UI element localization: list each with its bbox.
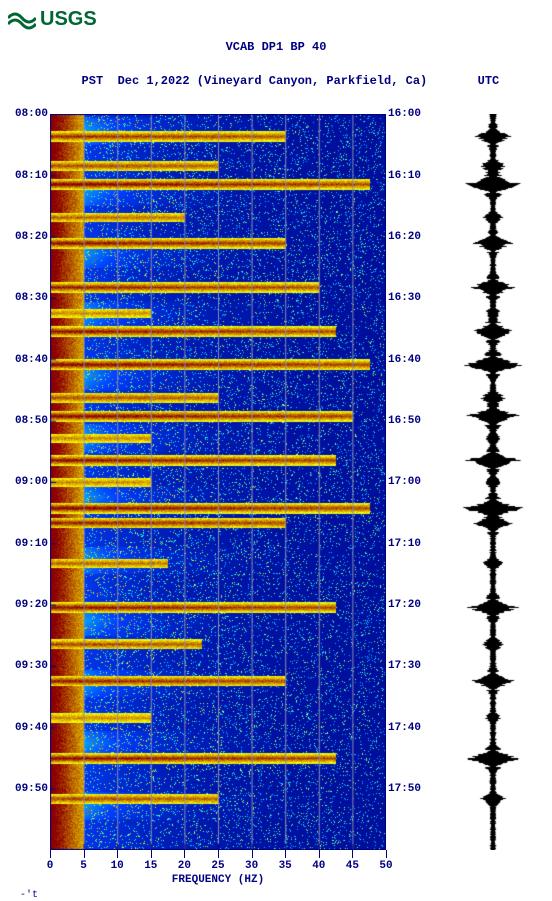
usgs-wave-icon [8,10,36,30]
utc-tick: 17:20 [388,599,421,611]
location-label: (Vineyard Canyon, Parkfield, Ca) [197,74,427,88]
spectrogram-canvas [50,114,386,850]
usgs-logo-text: USGS [40,8,97,31]
utc-tick: 17:50 [388,783,421,795]
freq-tick: 35 [279,860,292,872]
utc-tick: 17:30 [388,660,421,672]
right-timezone-label: UTC [478,74,500,88]
utc-tick: 16:10 [388,170,421,182]
utc-tick: 16:50 [388,415,421,427]
freq-tick: 25 [211,860,224,872]
pst-tick: 09:30 [15,660,48,672]
freq-tick: 15 [144,860,157,872]
date-label: Dec 1,2022 [118,74,190,88]
freq-tick: 45 [346,860,359,872]
pst-tick: 09:40 [15,722,48,734]
pst-tick: 09:10 [15,538,48,550]
freq-tick: 50 [379,860,392,872]
utc-tick: 16:40 [388,354,421,366]
pst-tick: 08:30 [15,292,48,304]
freq-tick: 10 [111,860,124,872]
freq-tick: 20 [178,860,191,872]
chart-title: VCAB DP1 BP 40 [8,39,544,56]
freq-tick: 0 [47,860,54,872]
pst-tick: 08:00 [15,108,48,120]
chart-header: VCAB DP1 BP 40 PST Dec 1,2022 (Vineyard … [8,39,544,106]
utc-tick: 16:20 [388,231,421,243]
plot-area: 08:0008:1008:2008:3008:4008:5009:0009:10… [8,114,544,886]
utc-axis: 16:0016:1016:2016:3016:4016:5017:0017:10… [386,114,428,850]
pst-axis: 08:0008:1008:2008:3008:4008:5009:0009:10… [8,114,50,850]
frequency-axis-label: FREQUENCY (HZ) [172,874,264,886]
utc-tick: 17:10 [388,538,421,550]
freq-tick: 30 [245,860,258,872]
utc-tick: 16:30 [388,292,421,304]
freq-tick: 40 [312,860,325,872]
utc-tick: 16:00 [388,108,421,120]
pst-tick: 08:50 [15,415,48,427]
left-timezone-label: PST [82,74,104,88]
pst-tick: 09:00 [15,476,48,488]
utc-tick: 17:40 [388,722,421,734]
freq-tick: 5 [80,860,87,872]
seismogram-canvas [458,114,528,850]
spectrogram-panel: FREQUENCY (HZ) 05101520253035404550 [50,114,386,886]
pst-tick: 09:50 [15,783,48,795]
pst-tick: 08:20 [15,231,48,243]
utc-tick: 17:00 [388,476,421,488]
pst-tick: 08:10 [15,170,48,182]
frequency-axis: FREQUENCY (HZ) 05101520253035404550 [50,850,386,886]
pst-tick: 08:40 [15,354,48,366]
usgs-logo: USGS [8,8,544,31]
pst-tick: 09:20 [15,599,48,611]
